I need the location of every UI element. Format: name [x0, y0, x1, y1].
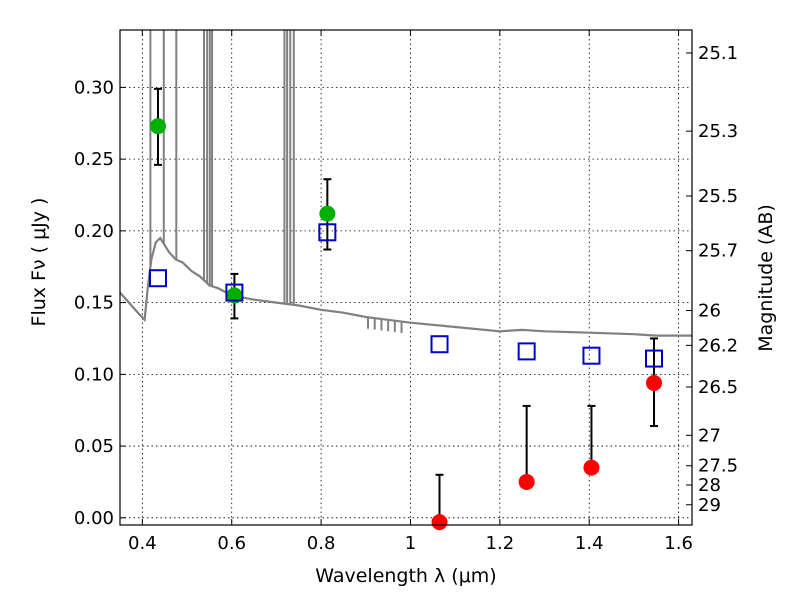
right-tick-label: 25.7 [698, 241, 738, 262]
data-point [226, 287, 243, 304]
right-tick-label: 25.3 [698, 121, 738, 142]
y-tick-label: 0.25 [74, 149, 114, 170]
x-tick-label: 1.4 [575, 533, 604, 554]
x-tick-label: 1 [405, 533, 416, 554]
y-tick-label: 0.05 [74, 436, 114, 457]
grid-lines [120, 30, 692, 525]
x-tick-label: 1.2 [486, 533, 515, 554]
y-tick-label: 0.10 [74, 364, 114, 385]
plot-frame [119, 29, 693, 526]
model-point [225, 283, 244, 302]
model-point [645, 349, 664, 368]
y-tick-label: 0.30 [74, 77, 114, 98]
model-point [582, 346, 601, 365]
data-point [431, 514, 448, 531]
data-point [319, 205, 336, 222]
y-axis-ticks: 0.00 0.05 0.10 0.15 0.20 0.25 0.30 [74, 77, 126, 529]
x-tick-label: 0.4 [128, 533, 157, 554]
right-tick-label: 25.5 [698, 186, 738, 207]
data-point [646, 374, 663, 391]
model-point [318, 223, 337, 242]
x-tick-label: 0.8 [307, 533, 336, 554]
right-tick-label: 26.5 [698, 377, 738, 398]
model-point [517, 342, 536, 361]
spectrum-line [119, 236, 692, 337]
y-tick-label: 0.20 [74, 221, 114, 242]
y-tick-label: 0.00 [74, 508, 114, 529]
x-axis-ticks: 0.4 0.6 0.8 1 1.2 1.4 1.6 [128, 30, 693, 554]
right-tick-label: 29 [698, 495, 721, 516]
data-point [149, 118, 166, 135]
y-axis-label: Flux Fν ( μJy ) [28, 198, 50, 327]
right-tick-label: 27 [698, 425, 721, 446]
right-tick-label: 28 [698, 475, 721, 496]
y-tick-label: 0.15 [74, 293, 114, 314]
data-point [518, 473, 535, 490]
model-point [430, 335, 449, 354]
right-tick-label: 27.5 [698, 456, 738, 477]
right-tick-label: 26.2 [698, 335, 738, 356]
x-axis-label: Wavelength λ (μm) [315, 565, 496, 587]
data-series [148, 87, 664, 531]
right-axis-label: Magnitude (AB) [755, 204, 777, 352]
right-tick-label: 26 [698, 301, 721, 322]
right-tick-label: 25.1 [698, 43, 738, 64]
model-spectrum [119, 30, 692, 337]
x-tick-label: 0.6 [217, 533, 246, 554]
model-point [148, 269, 167, 288]
data-point [583, 459, 600, 476]
x-tick-label: 1.6 [664, 533, 693, 554]
